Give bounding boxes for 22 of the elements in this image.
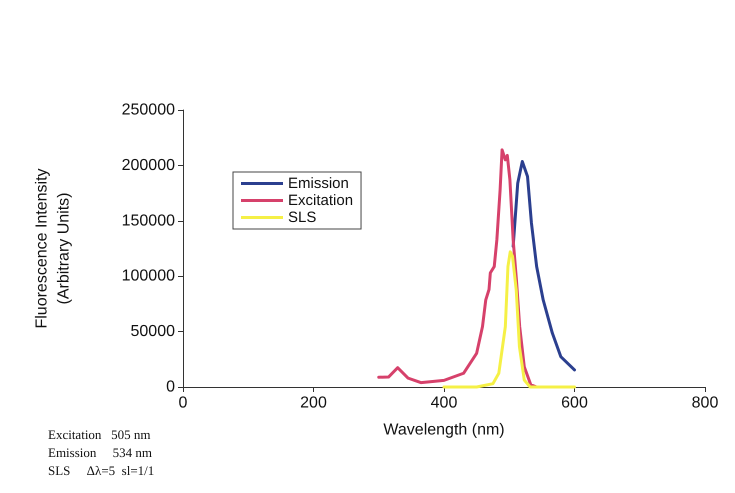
legend-label: SLS (288, 209, 316, 226)
y-tick-label: 250000 (122, 102, 176, 118)
y-tick-label: 150000 (122, 212, 176, 230)
y-axis-title: Fluorescence Intensity (Arbitrary Units) (34, 168, 72, 329)
text: Excitation 505 nm (48, 427, 151, 442)
x-tick-label: 800 (692, 394, 718, 412)
y-tick-label: 200000 (122, 156, 176, 174)
y-tick-label: 100000 (122, 268, 176, 285)
y-tick-label: 0 (166, 378, 176, 396)
x-axis-title: Wavelength (nm) (383, 422, 505, 438)
text: Emission 534 nm (48, 445, 152, 460)
legend-label: Excitation (288, 192, 354, 209)
y-tick-label: 50000 (130, 323, 176, 340)
x-tick-label: 600 (561, 394, 588, 412)
legend-label: Emission (288, 175, 349, 192)
x-tick-label: 400 (430, 394, 458, 412)
text: SLS Δλ=5 sl=1/1 (48, 463, 154, 478)
x-tick-label: 0 (178, 394, 188, 412)
line-series (377, 148, 538, 388)
x-tick-label: 200 (300, 394, 327, 412)
line-series (442, 250, 576, 388)
line-series (512, 160, 576, 372)
